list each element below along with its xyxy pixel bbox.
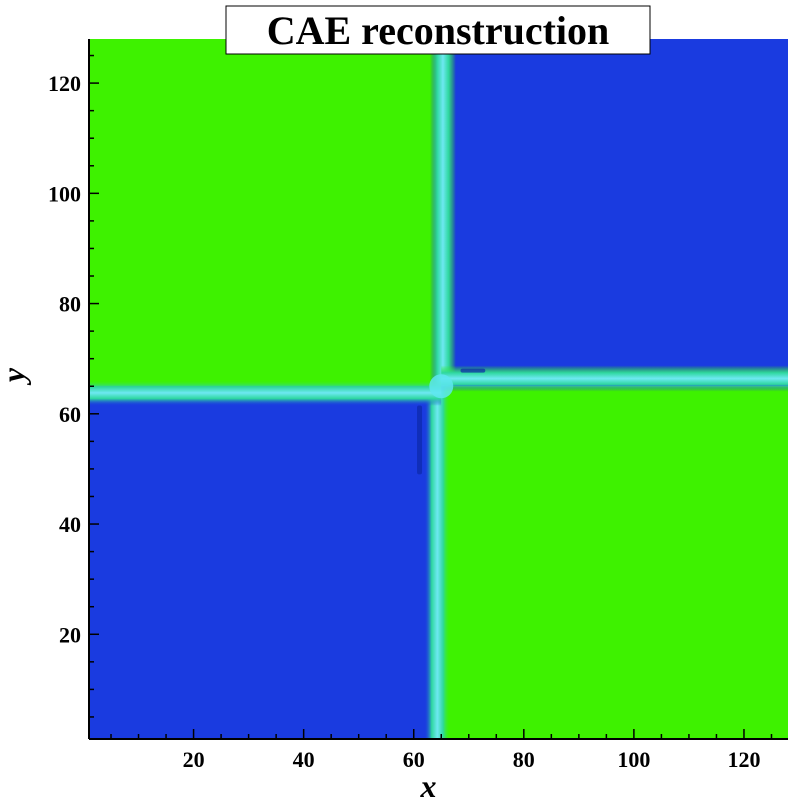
x-axis-label: x [420, 768, 437, 804]
y-tick-label-20: 20 [59, 622, 81, 647]
artifact-mark-top [460, 368, 486, 373]
artifact-mark-left [417, 405, 423, 475]
x-tick-label-80: 80 [513, 747, 535, 772]
interface-horizontal-right [441, 365, 788, 392]
y-tick-label-40: 40 [59, 512, 81, 537]
plot-area [89, 39, 788, 739]
y-tick-label-120: 120 [48, 71, 81, 96]
y-tick-label-80: 80 [59, 292, 81, 317]
interface-horizontal-left [89, 379, 442, 406]
region-top-left [89, 39, 442, 387]
x-tick-label-40: 40 [293, 747, 315, 772]
interface-vertical-upper [429, 39, 456, 387]
x-tick-label-60: 60 [403, 747, 425, 772]
interface-junction [429, 374, 454, 399]
chart-title: CAE reconstruction [267, 8, 610, 53]
y-tick-label-100: 100 [48, 181, 81, 206]
region-top-right [441, 39, 788, 387]
x-tick-label-100: 100 [617, 747, 650, 772]
y-tick-label-60: 60 [59, 402, 81, 427]
interface-vertical-lower [424, 386, 451, 739]
axes: 20 40 60 80 100 120 20 40 60 80 100 120 [48, 39, 788, 772]
y-axis-label: y [0, 367, 31, 386]
title-box: CAE reconstruction [225, 5, 651, 55]
title-background [225, 5, 651, 55]
region-bottom-right [441, 386, 788, 739]
region-bottom-left [89, 386, 442, 739]
x-tick-label-20: 20 [183, 747, 205, 772]
x-tick-label-120: 120 [727, 747, 760, 772]
